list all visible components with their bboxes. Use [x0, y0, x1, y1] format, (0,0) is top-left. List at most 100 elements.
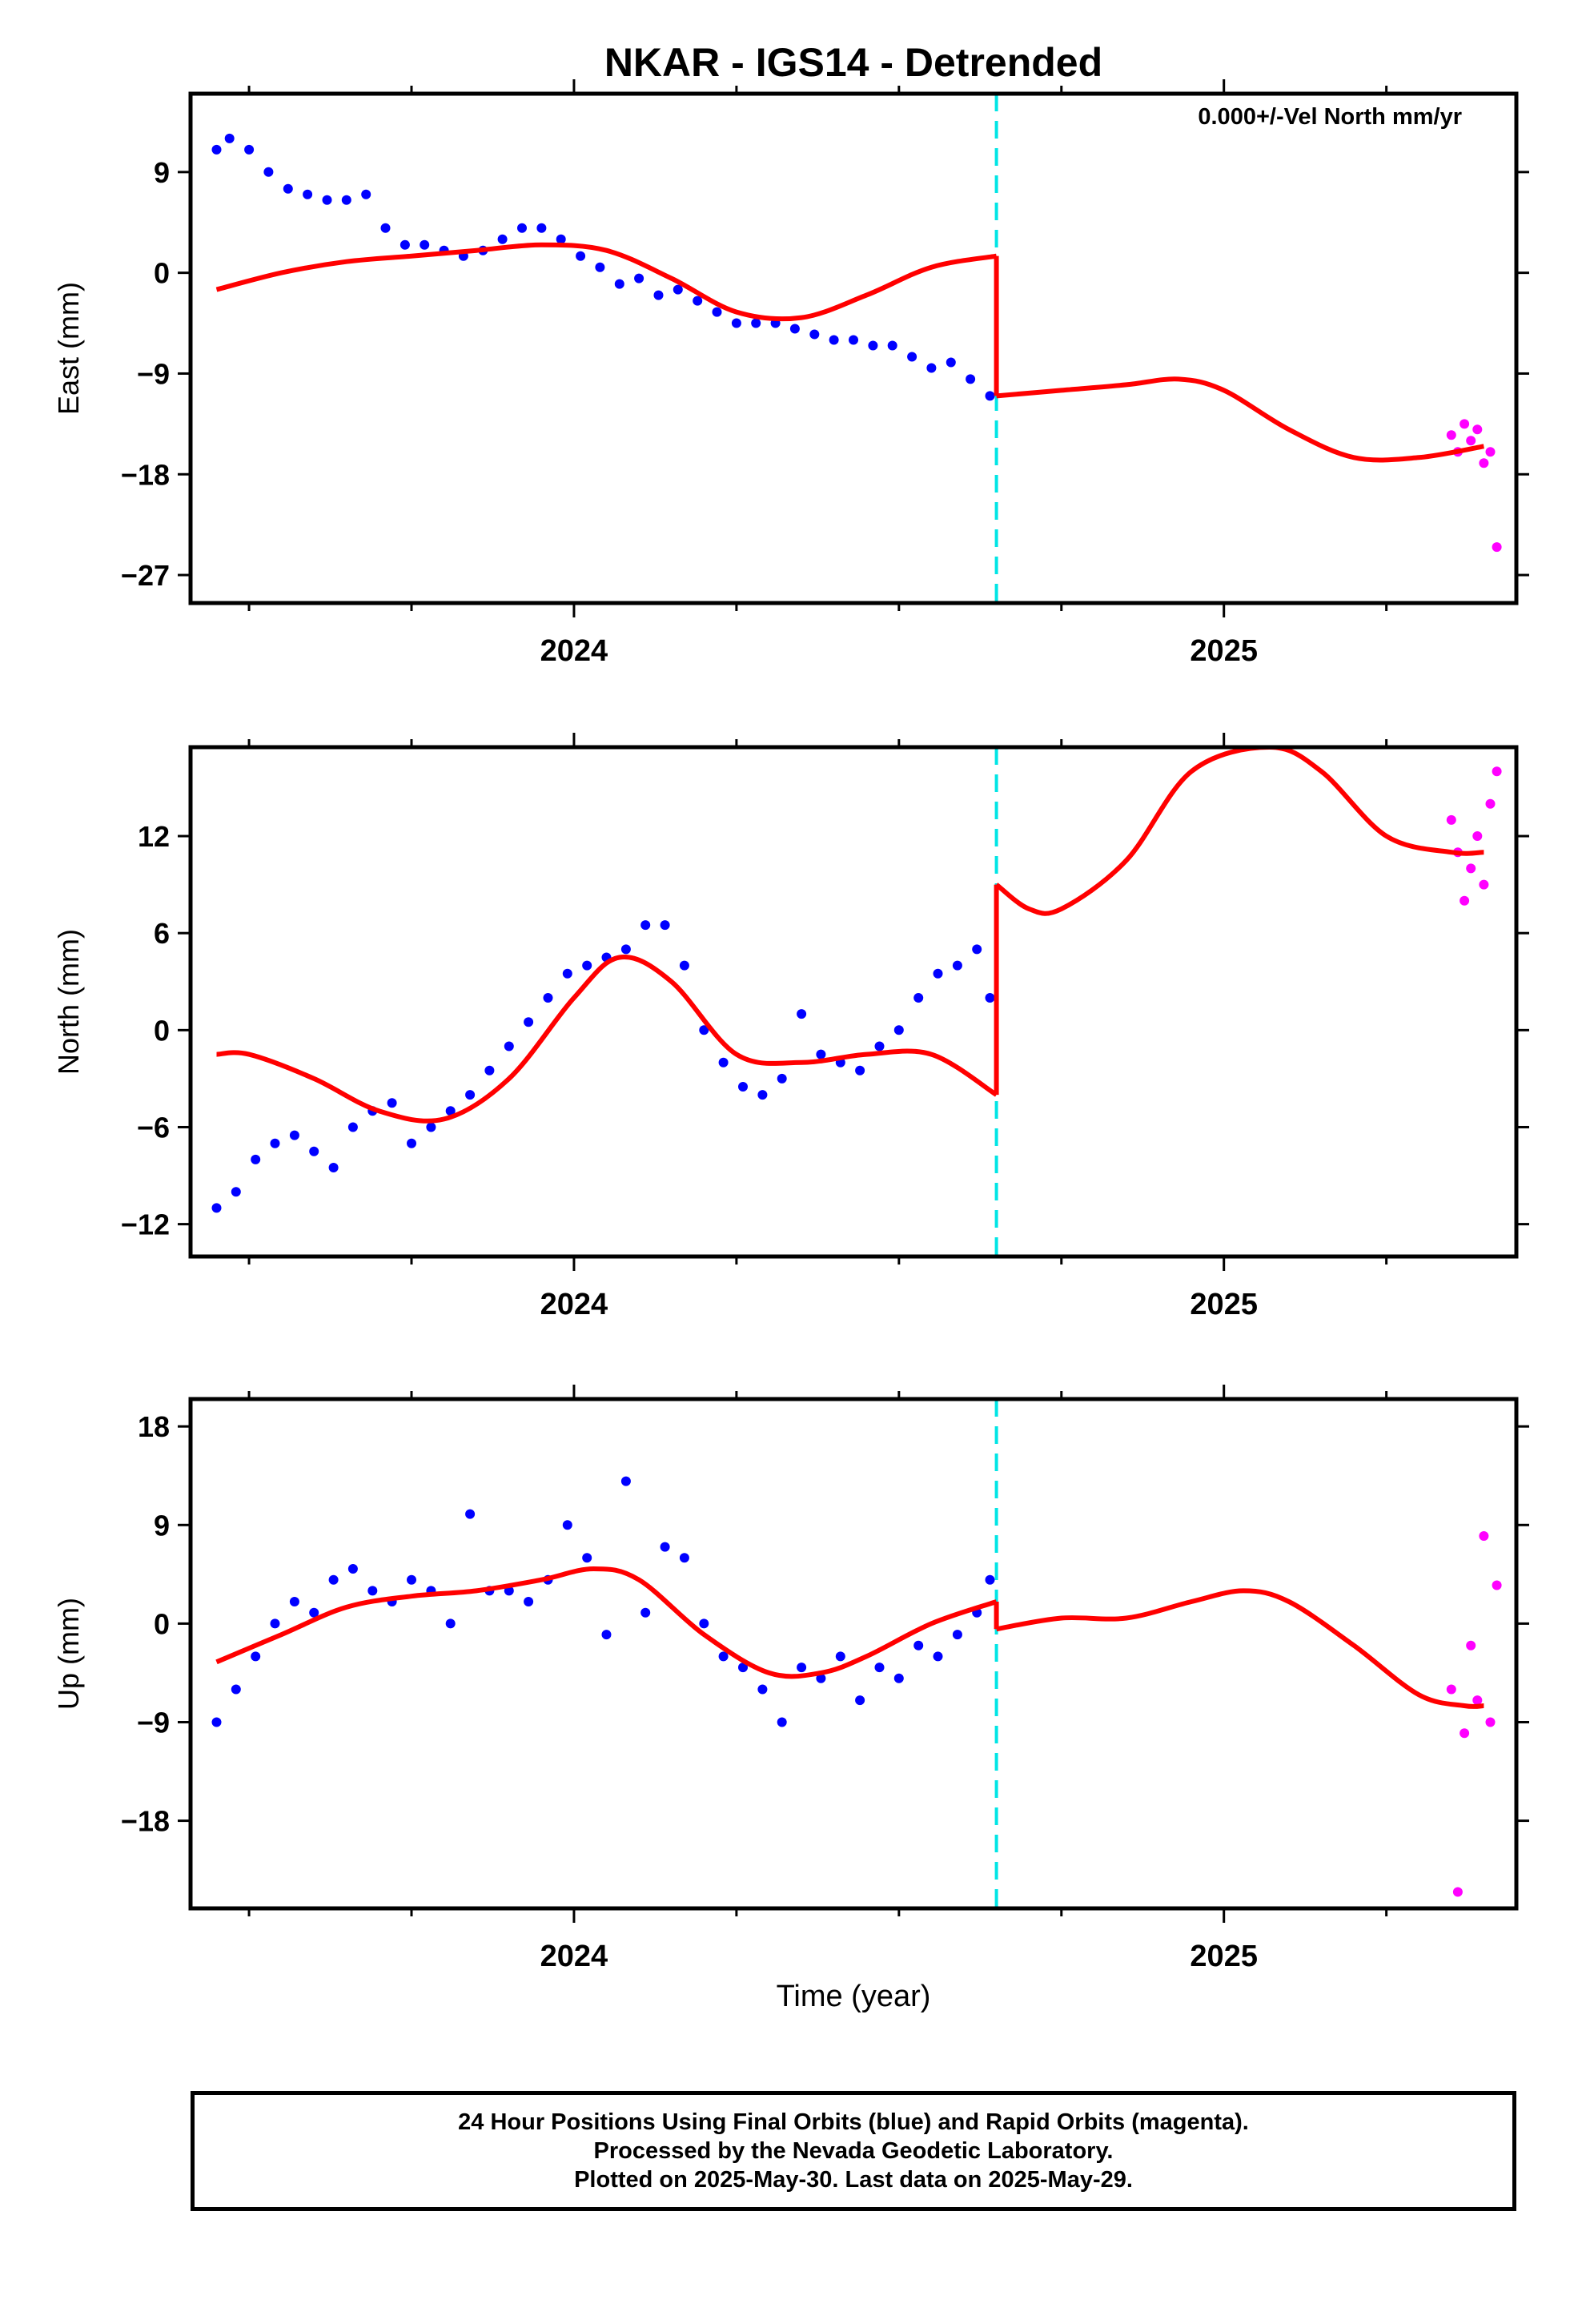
- north-final-point: [933, 968, 943, 979]
- north-final-point: [640, 920, 651, 931]
- up-final-point: [445, 1618, 456, 1629]
- up-final-point: [211, 1717, 222, 1727]
- north-final-point: [620, 944, 631, 955]
- up-final-point: [718, 1651, 729, 1662]
- north-final-point: [582, 960, 592, 971]
- up-final-point: [835, 1651, 845, 1662]
- up-final-point: [679, 1553, 689, 1563]
- north-final-point: [484, 1065, 495, 1076]
- up-final-point: [328, 1574, 339, 1585]
- north-final-point: [757, 1090, 768, 1100]
- east-final-point: [634, 273, 644, 283]
- north-final-point: [251, 1154, 261, 1164]
- north-final-point: [777, 1073, 787, 1084]
- north-final-point: [270, 1138, 280, 1148]
- east-final-point: [693, 296, 703, 306]
- up-final-point: [933, 1651, 943, 1662]
- north-final-point: [718, 1057, 729, 1068]
- east-final-point: [420, 239, 430, 250]
- east-final-point: [322, 195, 332, 205]
- north-final-point: [855, 1065, 865, 1076]
- up-final-point: [562, 1520, 572, 1530]
- north-final-point: [797, 1009, 807, 1019]
- up-final-point: [757, 1684, 768, 1695]
- east-final-point: [907, 352, 917, 362]
- east-rapid-point: [1479, 458, 1489, 468]
- up-final-point: [893, 1673, 904, 1683]
- east-final-point: [966, 374, 976, 384]
- east-final-point: [829, 335, 839, 345]
- north-final-point: [543, 993, 553, 1003]
- north-final-point: [465, 1090, 476, 1100]
- east-final-point: [211, 144, 222, 155]
- up-final-point: [347, 1564, 358, 1574]
- north-final-point: [562, 968, 572, 979]
- east-y-tick-label: −27: [121, 559, 170, 592]
- up-rapid-point: [1492, 1580, 1502, 1590]
- east-y-tick-label: −9: [137, 357, 170, 390]
- up-final-point: [660, 1542, 670, 1552]
- north-final-point: [679, 960, 689, 971]
- up-model-curve: [215, 1566, 998, 1679]
- up-final-point: [797, 1663, 807, 1673]
- x-axis-label: Time (year): [777, 1980, 931, 2013]
- east-final-point: [653, 290, 664, 300]
- up-final-point: [816, 1673, 826, 1683]
- north-rapid-point: [1460, 895, 1470, 906]
- north-panel: −12 −6 0 6 12 2024 2025 North (mm): [52, 733, 1529, 1321]
- east-final-point: [536, 223, 547, 233]
- east-model-curve: [215, 242, 998, 322]
- east-frame: [188, 91, 1519, 605]
- north-frame: [188, 745, 1519, 1259]
- up-final-point: [524, 1597, 534, 1606]
- east-rapid-point: [1472, 424, 1483, 435]
- north-x-tick-label: 2025: [1190, 1288, 1258, 1321]
- east-final-point: [497, 234, 508, 244]
- up-y-tick-label: −18: [121, 1805, 170, 1838]
- north-final-point: [309, 1146, 319, 1156]
- up-final-point: [855, 1695, 865, 1706]
- north-rapid-point: [1446, 814, 1456, 825]
- north-y-tick-label: 12: [138, 820, 170, 853]
- east-rapid-point: [1446, 430, 1456, 440]
- east-rapid-point: [1492, 542, 1502, 553]
- up-rapid-point: [1446, 1684, 1456, 1695]
- up-final-point: [601, 1630, 612, 1640]
- north-rapid-point: [1466, 863, 1476, 874]
- east-final-point: [303, 189, 313, 199]
- up-final-point: [407, 1574, 416, 1585]
- up-model-curve: [996, 1588, 1484, 1709]
- north-y-tick-label: −12: [121, 1208, 170, 1241]
- north-y-tick-label: 0: [154, 1014, 170, 1047]
- up-rapid-point: [1485, 1717, 1496, 1727]
- east-final-point: [809, 329, 820, 340]
- up-y-tick-label: −9: [137, 1706, 170, 1739]
- up-y-tick-label: 0: [154, 1607, 170, 1640]
- north-y-tick-label: 6: [154, 917, 170, 950]
- north-final-point: [738, 1082, 748, 1092]
- east-final-point: [263, 167, 274, 177]
- up-final-point: [874, 1663, 885, 1673]
- east-y-tick-label: −18: [121, 458, 170, 491]
- east-final-point: [400, 239, 410, 250]
- up-y-axis-label: Up (mm): [52, 1598, 85, 1710]
- north-model-curve: [216, 954, 998, 1124]
- east-y-tick-label: 0: [154, 257, 170, 290]
- up-final-point: [640, 1607, 651, 1618]
- footer-box: 24 Hour Positions Using Final Orbits (bl…: [191, 2091, 1516, 2211]
- north-final-point: [874, 1041, 885, 1051]
- up-plot-area: [211, 1399, 1502, 1908]
- north-final-point: [660, 920, 670, 931]
- east-final-point: [595, 262, 605, 272]
- east-final-point: [556, 234, 566, 244]
- north-final-point: [699, 1025, 709, 1035]
- up-final-point: [699, 1618, 709, 1629]
- east-final-point: [887, 340, 897, 351]
- north-final-point: [289, 1130, 299, 1140]
- east-rapid-point: [1466, 436, 1476, 446]
- east-panel: −27 −18 −9 0 9 2024 2025 East (mm) 0.000+/-Vel N…: [52, 79, 1529, 668]
- up-x-tick-label: 2025: [1190, 1940, 1258, 1973]
- north-final-point: [347, 1122, 358, 1132]
- chart-title: NKAR - IGS14 - Detrended: [604, 40, 1102, 85]
